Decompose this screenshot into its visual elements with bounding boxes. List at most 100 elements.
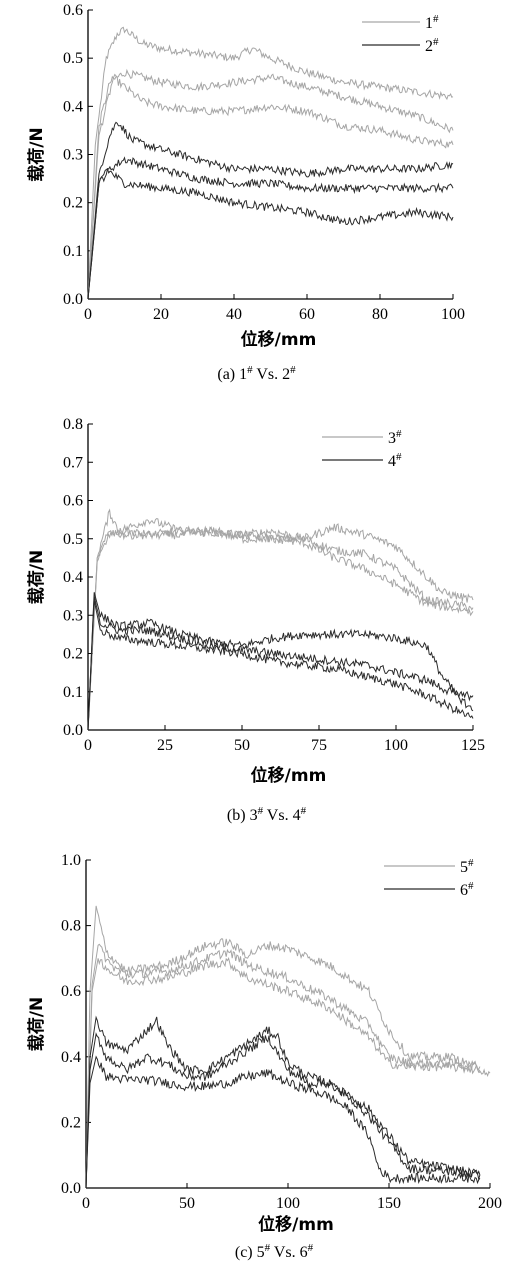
caption-part: #: [308, 1242, 314, 1254]
x-axis-label: 位移/mm: [258, 1214, 334, 1235]
legend-label: 3#: [388, 428, 402, 447]
x-tick-label: 25: [157, 737, 173, 754]
series-line-2: [87, 156, 454, 300]
x-tick-label: 0: [82, 1195, 90, 1212]
x-axis-label: 位移/mm: [241, 329, 317, 350]
legend-label-number: 3: [388, 430, 396, 447]
caption-part: (a) 1: [217, 366, 247, 383]
caption-part: (b) 3: [227, 807, 258, 824]
caption-part: #: [301, 805, 307, 817]
series-line-6: [85, 1015, 481, 1189]
series-line-2: [87, 168, 454, 300]
x-tick-label: 40: [226, 306, 242, 323]
x-tick-label: 0: [84, 737, 92, 754]
x-tick-label: 0: [84, 306, 92, 323]
y-tick-label: 0.0: [61, 1180, 81, 1197]
y-axis-label: 载荷/N: [26, 997, 47, 1051]
chart-panel-0: 0.0 0.1 0.2 0.3 0.4 0.5 0.6 0 20 40 60 80 100 位移/mm 载荷…: [26, 2, 465, 383]
x-tick-label: 100: [384, 737, 408, 754]
series-line-6: [85, 1055, 481, 1189]
y-tick-label: 0.6: [63, 493, 83, 510]
y-tick-label: 0.8: [61, 918, 81, 935]
y-tick-label: 0.0: [63, 722, 83, 739]
y-tick-label: 0.1: [63, 684, 83, 701]
series-line-6: [85, 1032, 481, 1189]
legend-label-sup: #: [396, 451, 402, 463]
legend-label-number: 5: [460, 859, 468, 876]
legend-label: 6#: [460, 880, 474, 899]
x-tick-label: 75: [311, 737, 327, 754]
y-tick-label: 0.2: [61, 1114, 81, 1131]
series-line-3: [87, 525, 474, 731]
y-tick-label: 0.4: [63, 569, 83, 586]
legend-label-number: 6: [460, 882, 468, 899]
caption-part: #: [258, 805, 264, 817]
legend-label: 1#: [425, 13, 439, 32]
caption-part: Vs. 2: [253, 366, 291, 383]
x-tick-label: 150: [377, 1195, 401, 1212]
caption-part: #: [290, 364, 296, 376]
legend-label-number: 1: [425, 15, 433, 32]
y-tick-label: 0.3: [63, 147, 83, 164]
series-line-5: [85, 943, 481, 1189]
y-tick-label: 0.6: [61, 983, 81, 1000]
caption-part: #: [265, 1242, 271, 1254]
legend-label-sup: #: [468, 880, 474, 892]
series-line-5: [85, 957, 481, 1189]
legend-label-number: 4: [388, 453, 396, 470]
x-tick-label: 100: [441, 306, 465, 323]
chart-panel-2: 0.0 0.2 0.4 0.6 0.8 1.0 0 50 100 150 200 位移/mm 载荷/N 5…: [26, 852, 502, 1261]
series-line-5: [85, 905, 491, 1189]
legend-label: 2#: [425, 36, 439, 55]
series-line-1: [87, 73, 454, 300]
series-line-4: [87, 599, 474, 731]
y-tick-label: 0.5: [63, 50, 83, 67]
legend-label-number: 2: [425, 38, 433, 55]
legend-label-sup: #: [433, 13, 439, 25]
legend-label: 5#: [460, 857, 474, 876]
x-tick-label: 80: [372, 306, 388, 323]
x-tick-label: 125: [461, 737, 485, 754]
legend-label-sup: #: [433, 36, 439, 48]
caption-part: Vs. 6: [270, 1244, 308, 1261]
caption-part: #: [247, 364, 253, 376]
x-axis-label: 位移/mm: [251, 765, 327, 786]
y-tick-label: 0.5: [63, 531, 83, 548]
x-tick-label: 50: [179, 1195, 195, 1212]
series-line-1: [87, 26, 454, 300]
y-tick-label: 0.4: [61, 1049, 81, 1066]
y-tick-label: 0.4: [63, 98, 83, 115]
y-axis-label: 载荷/N: [26, 550, 47, 604]
caption-part: (c) 5: [235, 1244, 265, 1261]
series-line-3: [87, 525, 474, 731]
x-tick-label: 100: [276, 1195, 300, 1212]
caption-part: Vs. 4: [263, 807, 301, 824]
chart-caption: (a) 1# Vs. 2#: [217, 364, 296, 383]
y-tick-label: 0.2: [63, 646, 83, 663]
chart-caption: (b) 3# Vs. 4#: [227, 805, 307, 824]
chart-caption: (c) 5# Vs. 6#: [235, 1242, 314, 1261]
y-tick-label: 1.0: [61, 852, 81, 869]
y-tick-label: 0.7: [63, 454, 83, 471]
y-tick-label: 0.1: [63, 243, 83, 260]
legend-label: 4#: [388, 451, 402, 470]
y-tick-label: 0.0: [63, 291, 83, 308]
series-line-4: [87, 595, 474, 731]
legend-label-sup: #: [396, 428, 402, 440]
legend-label-sup: #: [468, 857, 474, 869]
series-line-3: [87, 508, 474, 731]
y-axis-label: 载荷/N: [26, 127, 47, 181]
y-tick-label: 0.2: [63, 195, 83, 212]
chart-panel-1: 0.0 0.1 0.2 0.3 0.4 0.5 0.6 0.7 0.8 0 25 50 75 100 125…: [26, 416, 485, 824]
x-tick-label: 60: [299, 306, 315, 323]
series-line-2: [87, 121, 454, 300]
series-line-4: [87, 592, 474, 731]
x-tick-label: 20: [153, 306, 169, 323]
x-tick-label: 200: [478, 1195, 502, 1212]
y-tick-label: 0.8: [63, 416, 83, 433]
series-line-1: [87, 68, 454, 300]
x-tick-label: 50: [234, 737, 250, 754]
y-tick-label: 0.3: [63, 607, 83, 624]
y-tick-label: 0.6: [63, 2, 83, 19]
